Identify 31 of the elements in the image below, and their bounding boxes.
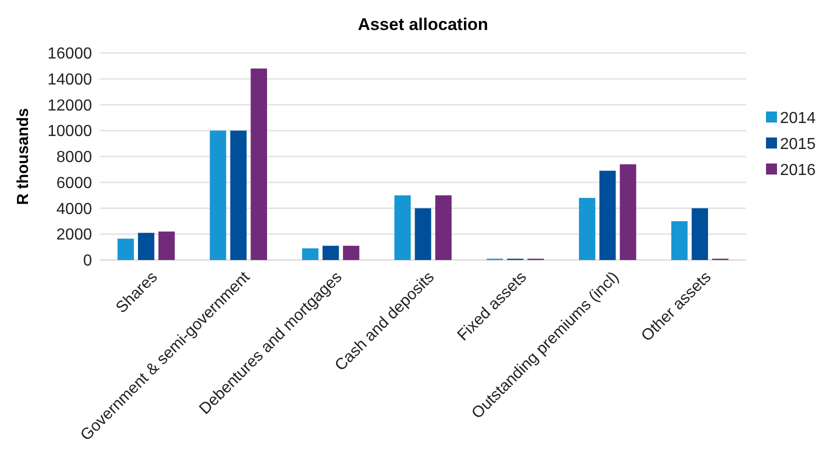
bar xyxy=(250,68,268,260)
bar xyxy=(322,246,339,260)
y-tick-label: 6000 xyxy=(56,174,92,192)
y-tick-label: 0 xyxy=(83,252,92,270)
bar xyxy=(230,130,247,260)
y-tick-label: 4000 xyxy=(56,200,92,218)
y-tick-label: 10000 xyxy=(48,123,92,140)
bar xyxy=(118,238,134,260)
bar xyxy=(210,130,226,260)
legend-label: 2016 xyxy=(780,162,816,180)
bar xyxy=(342,246,360,260)
y-tick-label: 12000 xyxy=(48,97,92,114)
y-tick-label: 16000 xyxy=(48,46,92,63)
legend-label: 2014 xyxy=(780,110,816,128)
bar xyxy=(435,195,452,260)
y-tick-label: 14000 xyxy=(48,71,92,88)
bar xyxy=(414,208,432,260)
bar xyxy=(671,221,688,260)
bar xyxy=(578,198,596,260)
chart-title: Asset allocation xyxy=(358,15,488,34)
legend-label: 2015 xyxy=(780,136,816,154)
y-axis-title: R thousands xyxy=(15,108,32,205)
y-tick-label: 8000 xyxy=(56,149,92,166)
bar xyxy=(138,232,154,260)
bar xyxy=(158,232,175,260)
bar xyxy=(394,195,411,260)
y-tick-label: 2000 xyxy=(56,226,92,244)
bar xyxy=(620,164,636,260)
bar xyxy=(692,208,708,260)
bar xyxy=(599,170,616,260)
bar xyxy=(302,248,318,260)
